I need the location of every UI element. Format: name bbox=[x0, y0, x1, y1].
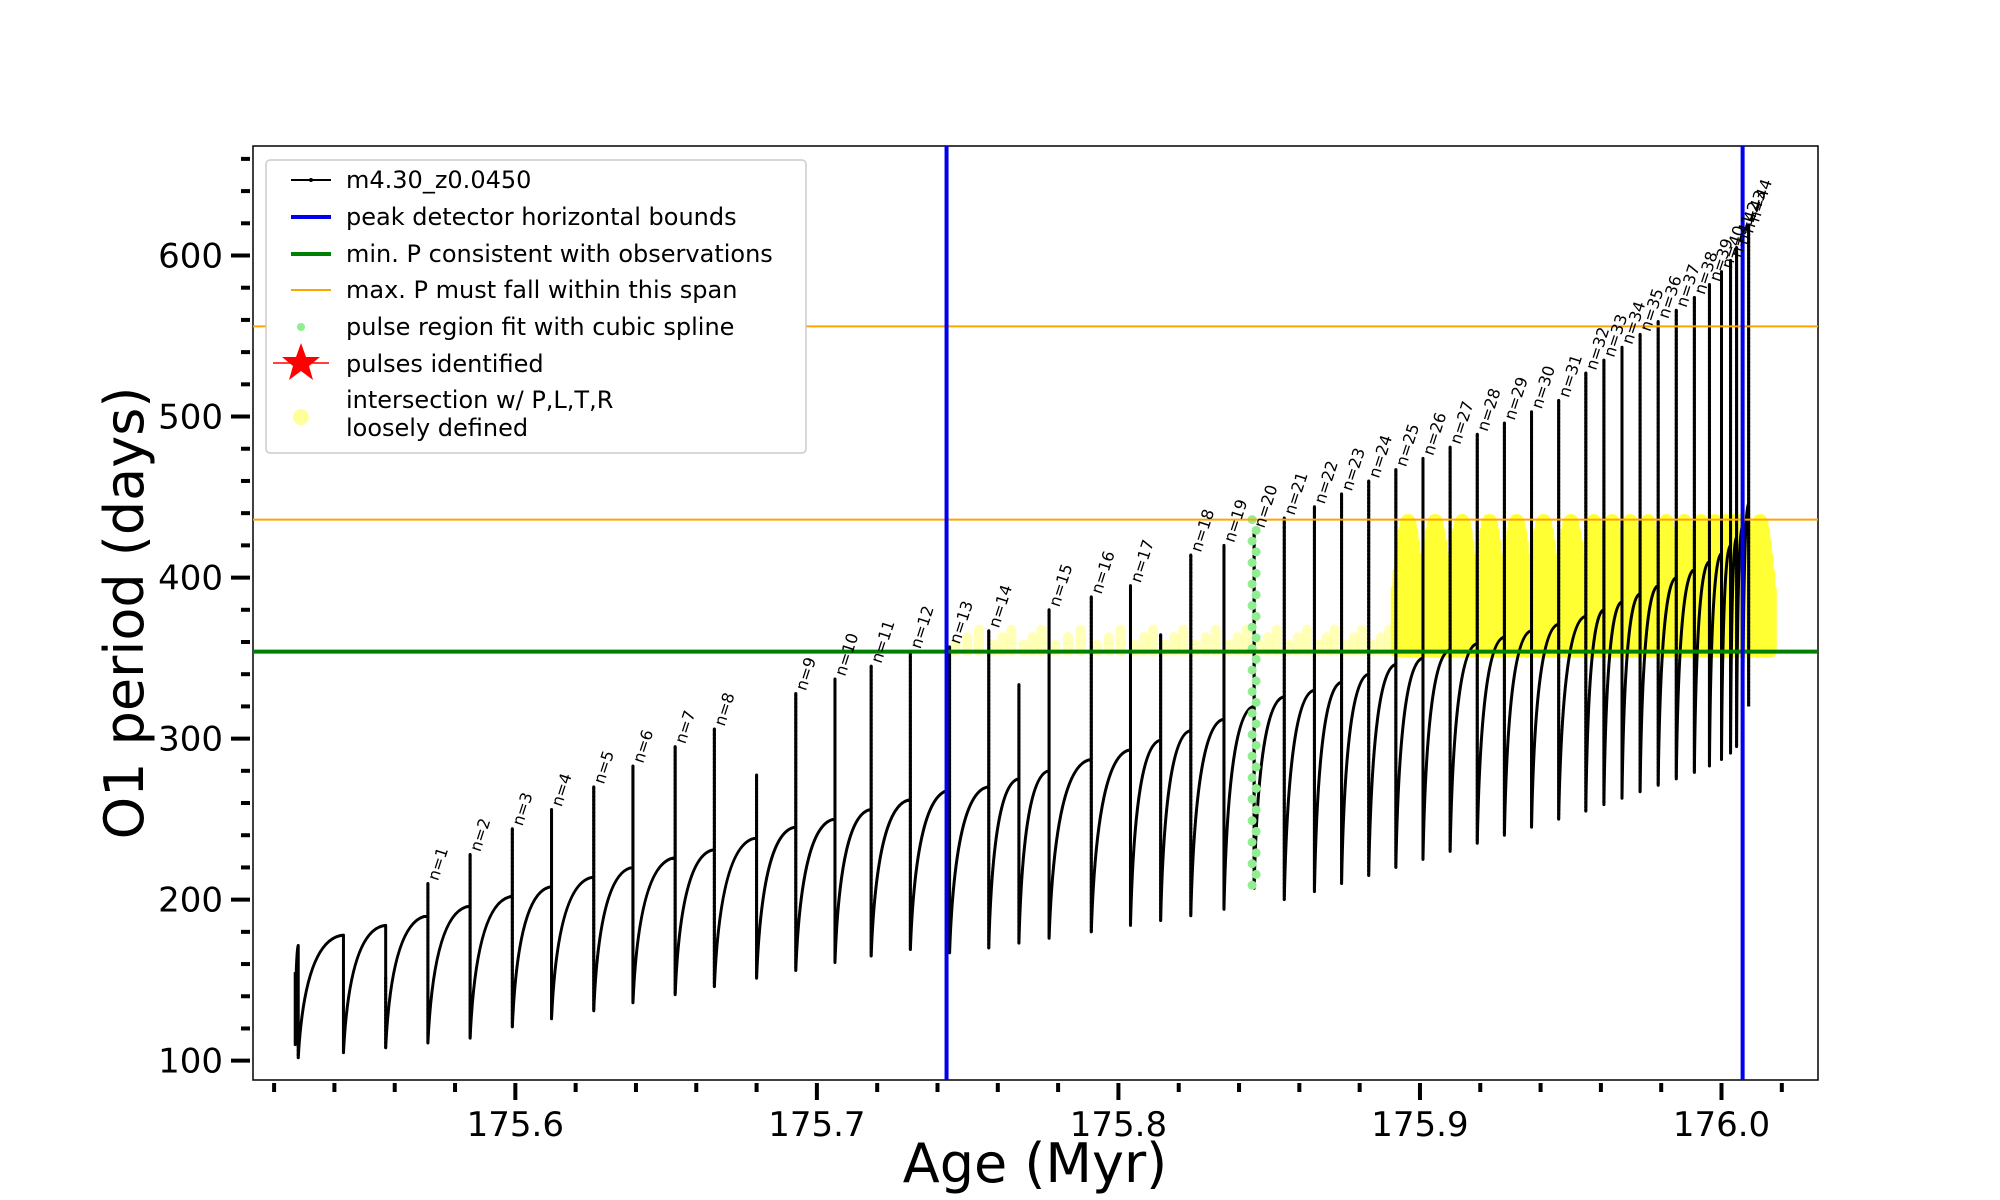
spline-fit-point bbox=[1251, 654, 1261, 664]
spline-fit-point bbox=[1247, 730, 1257, 740]
legend-label-intersection-line2: loosely defined bbox=[346, 414, 528, 442]
y-tick-label: 500 bbox=[158, 398, 223, 438]
spline-fit-point bbox=[1247, 536, 1257, 546]
plot-area: n=1n=2n=3n=4n=5n=6n=7 n=8n=9 n=10 n=11 n=12 n… bbox=[252, 145, 1819, 1081]
legend-entry-pulses-identified: pulses identified bbox=[273, 343, 544, 380]
x-tick-label: 176.0 bbox=[1673, 1105, 1770, 1145]
peak-detector-bounds bbox=[944, 146, 1745, 1080]
legend-entry-max-period-span: max. P must fall within this span bbox=[291, 276, 737, 304]
y-tick-label: 100 bbox=[158, 1042, 223, 1082]
legend-marker-intersection bbox=[293, 409, 309, 425]
legend-label-min-period: min. P consistent with observations bbox=[346, 240, 773, 268]
legend-entry-intersection: intersection w/ P,L,T,R loosely defined bbox=[293, 386, 613, 442]
spline-fit-point bbox=[1251, 848, 1261, 858]
spline-fit-point bbox=[1247, 837, 1257, 847]
spline-fit-region bbox=[1247, 515, 1261, 890]
x-tick-label: 175.7 bbox=[768, 1105, 865, 1145]
legend-label-pulses-identified: pulses identified bbox=[346, 350, 544, 378]
y-tick-label: 400 bbox=[158, 559, 223, 599]
spline-fit-point bbox=[1247, 880, 1257, 890]
x-tick-label: 175.6 bbox=[467, 1105, 564, 1145]
legend-entry-spline-fit: pulse region fit with cubic spline bbox=[297, 313, 734, 341]
spline-fit-point bbox=[1247, 558, 1257, 568]
spline-fit-point bbox=[1251, 869, 1261, 879]
legend-label-peak-detector: peak detector horizontal bounds bbox=[346, 203, 737, 231]
star-icon bbox=[282, 343, 320, 380]
spline-fit-point bbox=[1251, 547, 1261, 557]
spline-fit-point bbox=[1251, 826, 1261, 836]
spline-fit-point bbox=[1247, 687, 1257, 697]
spline-fit-point bbox=[1247, 622, 1257, 632]
legend-marker-spline-fit bbox=[297, 323, 305, 331]
spline-fit-point bbox=[1251, 590, 1261, 600]
y-axis: 100 200 300 400 500 600 bbox=[158, 156, 250, 1082]
spline-fit-point bbox=[1247, 794, 1257, 804]
spline-fit-point bbox=[1251, 633, 1261, 643]
legend-label-spline-fit: pulse region fit with cubic spline bbox=[346, 313, 734, 341]
spline-fit-point bbox=[1251, 762, 1261, 772]
x-axis-title: Age (Myr) bbox=[903, 1132, 1168, 1195]
spline-fit-point bbox=[1251, 805, 1261, 815]
spline-fit-point bbox=[1247, 751, 1257, 761]
spline-fit-point bbox=[1251, 568, 1261, 578]
y-tick-label: 300 bbox=[158, 720, 223, 760]
spline-fit-point bbox=[1247, 601, 1257, 611]
spline-fit-point bbox=[1251, 611, 1261, 621]
legend-entry-model-track: m4.30_z0.0450 bbox=[291, 166, 531, 194]
y-tick-label: 200 bbox=[158, 881, 223, 921]
spline-fit-point bbox=[1251, 697, 1261, 707]
spline-fit-point bbox=[1247, 579, 1257, 589]
y-tick-label: 600 bbox=[158, 237, 223, 277]
legend-entry-min-period: min. P consistent with observations bbox=[291, 240, 773, 268]
spline-fit-point bbox=[1251, 740, 1261, 750]
spline-fit-point bbox=[1247, 708, 1257, 718]
spline-fit-point bbox=[1251, 676, 1261, 686]
spline-fit-point bbox=[1247, 773, 1257, 783]
x-axis: 175.6 175.7 175.8 175.9 176.0 bbox=[272, 1083, 1784, 1145]
x-tick-label: 175.9 bbox=[1371, 1105, 1468, 1145]
legend-label-intersection: intersection w/ P,L,T,R bbox=[346, 386, 613, 414]
spline-fit-point bbox=[1251, 783, 1261, 793]
legend-entry-peak-detector: peak detector horizontal bounds bbox=[291, 203, 737, 231]
spline-fit-point bbox=[1251, 525, 1261, 535]
legend-marker-model-track-dot bbox=[309, 178, 313, 182]
spline-fit-point bbox=[1247, 816, 1257, 826]
legend-label-model-track: m4.30_z0.0450 bbox=[346, 166, 531, 194]
spline-fit-point bbox=[1247, 859, 1257, 869]
spline-fit-point bbox=[1251, 719, 1261, 729]
x-tick-label: 175.8 bbox=[1070, 1105, 1167, 1145]
legend: m4.30_z0.0450 peak detector horizontal b… bbox=[265, 159, 807, 454]
legend-label-max-period-span: max. P must fall within this span bbox=[346, 276, 737, 304]
spline-fit-point bbox=[1247, 665, 1257, 675]
y-axis-title: O1 period (days) bbox=[93, 387, 156, 840]
legend-box bbox=[265, 159, 807, 454]
